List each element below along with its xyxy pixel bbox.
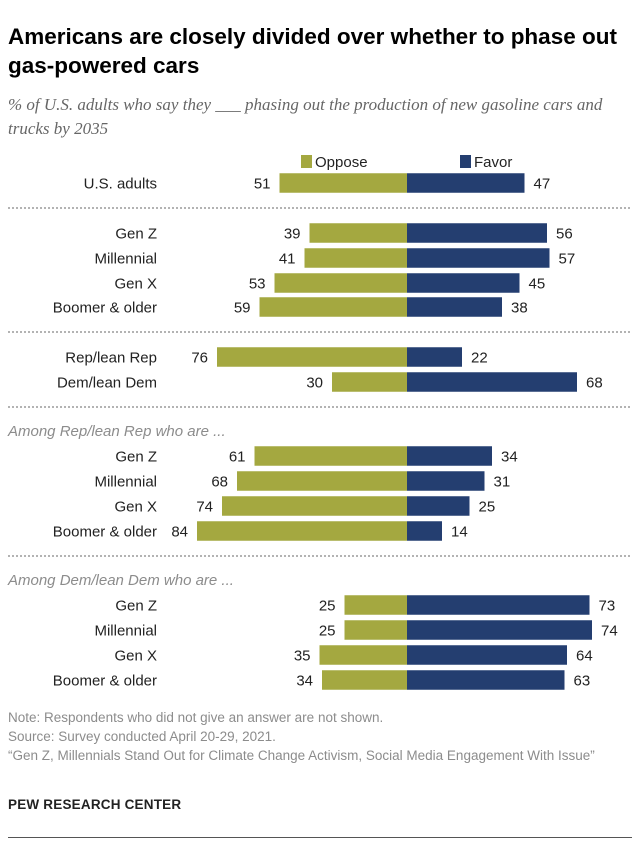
- bar-oppose: [237, 471, 407, 491]
- bar-oppose: [222, 496, 407, 516]
- bar-oppose: [322, 670, 407, 690]
- bar-oppose: [344, 595, 407, 615]
- value-label-favor: 14: [451, 524, 468, 541]
- bar-favor: [407, 273, 520, 293]
- row-label: Gen Z: [115, 598, 157, 615]
- row-label: Boomer & older: [53, 673, 157, 690]
- row-label: Gen X: [114, 648, 157, 665]
- bar-oppose: [274, 273, 407, 293]
- value-label-favor: 68: [586, 375, 603, 392]
- group-header: Among Rep/lean Rep who are ...: [7, 423, 226, 440]
- footnote: Note: Respondents who did not give an an…: [8, 710, 384, 725]
- row-label: Millennial: [94, 474, 157, 491]
- value-label-favor: 47: [534, 176, 551, 193]
- row-label: Gen Z: [115, 226, 157, 243]
- row-label: Millennial: [94, 251, 157, 268]
- value-label-favor: 34: [501, 449, 518, 466]
- bar-oppose: [344, 620, 407, 640]
- bar-favor: [407, 446, 492, 466]
- group-header: Among Dem/lean Dem who are ...: [7, 572, 234, 589]
- bar-favor: [407, 471, 485, 491]
- bar-oppose: [279, 173, 407, 193]
- bar-favor: [407, 223, 547, 243]
- bar-favor: [407, 372, 577, 392]
- bar-favor: [407, 645, 567, 665]
- value-label-oppose: 68: [211, 474, 228, 491]
- bar-oppose: [217, 347, 407, 367]
- row-label: Gen X: [114, 499, 157, 516]
- row-label: Millennial: [94, 623, 157, 640]
- chart-title: Americans are closely divided over wheth…: [8, 24, 617, 78]
- legend-label-favor: Favor: [474, 154, 512, 171]
- value-label-favor: 22: [471, 350, 488, 367]
- legend-swatch-oppose: [301, 155, 312, 168]
- value-label-oppose: 25: [319, 623, 336, 640]
- value-label-oppose: 35: [294, 648, 311, 665]
- value-label-oppose: 76: [191, 350, 208, 367]
- value-label-oppose: 39: [284, 226, 301, 243]
- bar-favor: [407, 670, 565, 690]
- brand-logo-text: PEW RESEARCH CENTER: [8, 797, 182, 812]
- value-label-favor: 73: [599, 598, 616, 615]
- bar-oppose: [259, 297, 407, 317]
- bar-oppose: [254, 446, 407, 466]
- value-label-favor: 57: [559, 251, 576, 268]
- legend-label-oppose: Oppose: [315, 154, 368, 171]
- row-label: Gen Z: [115, 449, 157, 466]
- row-label: Dem/lean Dem: [57, 375, 157, 392]
- value-label-oppose: 41: [279, 251, 296, 268]
- value-label-favor: 31: [494, 474, 511, 491]
- row-label: Gen X: [114, 276, 157, 293]
- bar-favor: [407, 620, 592, 640]
- value-label-oppose: 59: [234, 300, 251, 317]
- value-label-oppose: 53: [249, 276, 266, 293]
- value-label-favor: 64: [576, 648, 593, 665]
- value-label-favor: 45: [529, 276, 546, 293]
- row-label: Boomer & older: [53, 300, 157, 317]
- legend-swatch-favor: [460, 155, 471, 168]
- bottom-rule: [8, 837, 632, 838]
- bar-favor: [407, 173, 525, 193]
- bar-favor: [407, 248, 550, 268]
- bar-favor: [407, 496, 470, 516]
- value-label-oppose: 51: [254, 176, 271, 193]
- chart-subtitle: % of U.S. adults who say they ___ phasin…: [8, 95, 603, 138]
- bar-oppose: [319, 645, 407, 665]
- value-label-favor: 63: [574, 673, 591, 690]
- value-label-oppose: 84: [171, 524, 188, 541]
- bar-favor: [407, 347, 462, 367]
- value-label-oppose: 25: [319, 598, 336, 615]
- diverging-bar-chart: Oppose Favor U.S. adults 51 47 Gen Z 39 56 Mille…: [7, 154, 632, 690]
- report-title: “Gen Z, Millennials Stand Out for Climat…: [8, 748, 595, 763]
- source-line: Source: Survey conducted April 20-29, 20…: [8, 729, 276, 744]
- bar-favor: [407, 297, 502, 317]
- value-label-oppose: 30: [306, 375, 323, 392]
- value-label-oppose: 61: [229, 449, 246, 466]
- row-label: Rep/lean Rep: [65, 350, 157, 367]
- value-label-favor: 74: [601, 623, 618, 640]
- bar-oppose: [332, 372, 407, 392]
- bar-oppose: [304, 248, 407, 268]
- row-label: U.S. adults: [84, 176, 157, 193]
- bar-favor: [407, 595, 590, 615]
- value-label-favor: 56: [556, 226, 573, 243]
- value-label-oppose: 74: [196, 499, 213, 516]
- bar-oppose: [309, 223, 407, 243]
- row-label: Boomer & older: [53, 524, 157, 541]
- bar-favor: [407, 521, 442, 541]
- value-label-oppose: 34: [296, 673, 313, 690]
- bar-oppose: [197, 521, 407, 541]
- value-label-favor: 25: [479, 499, 496, 516]
- value-label-favor: 38: [511, 300, 528, 317]
